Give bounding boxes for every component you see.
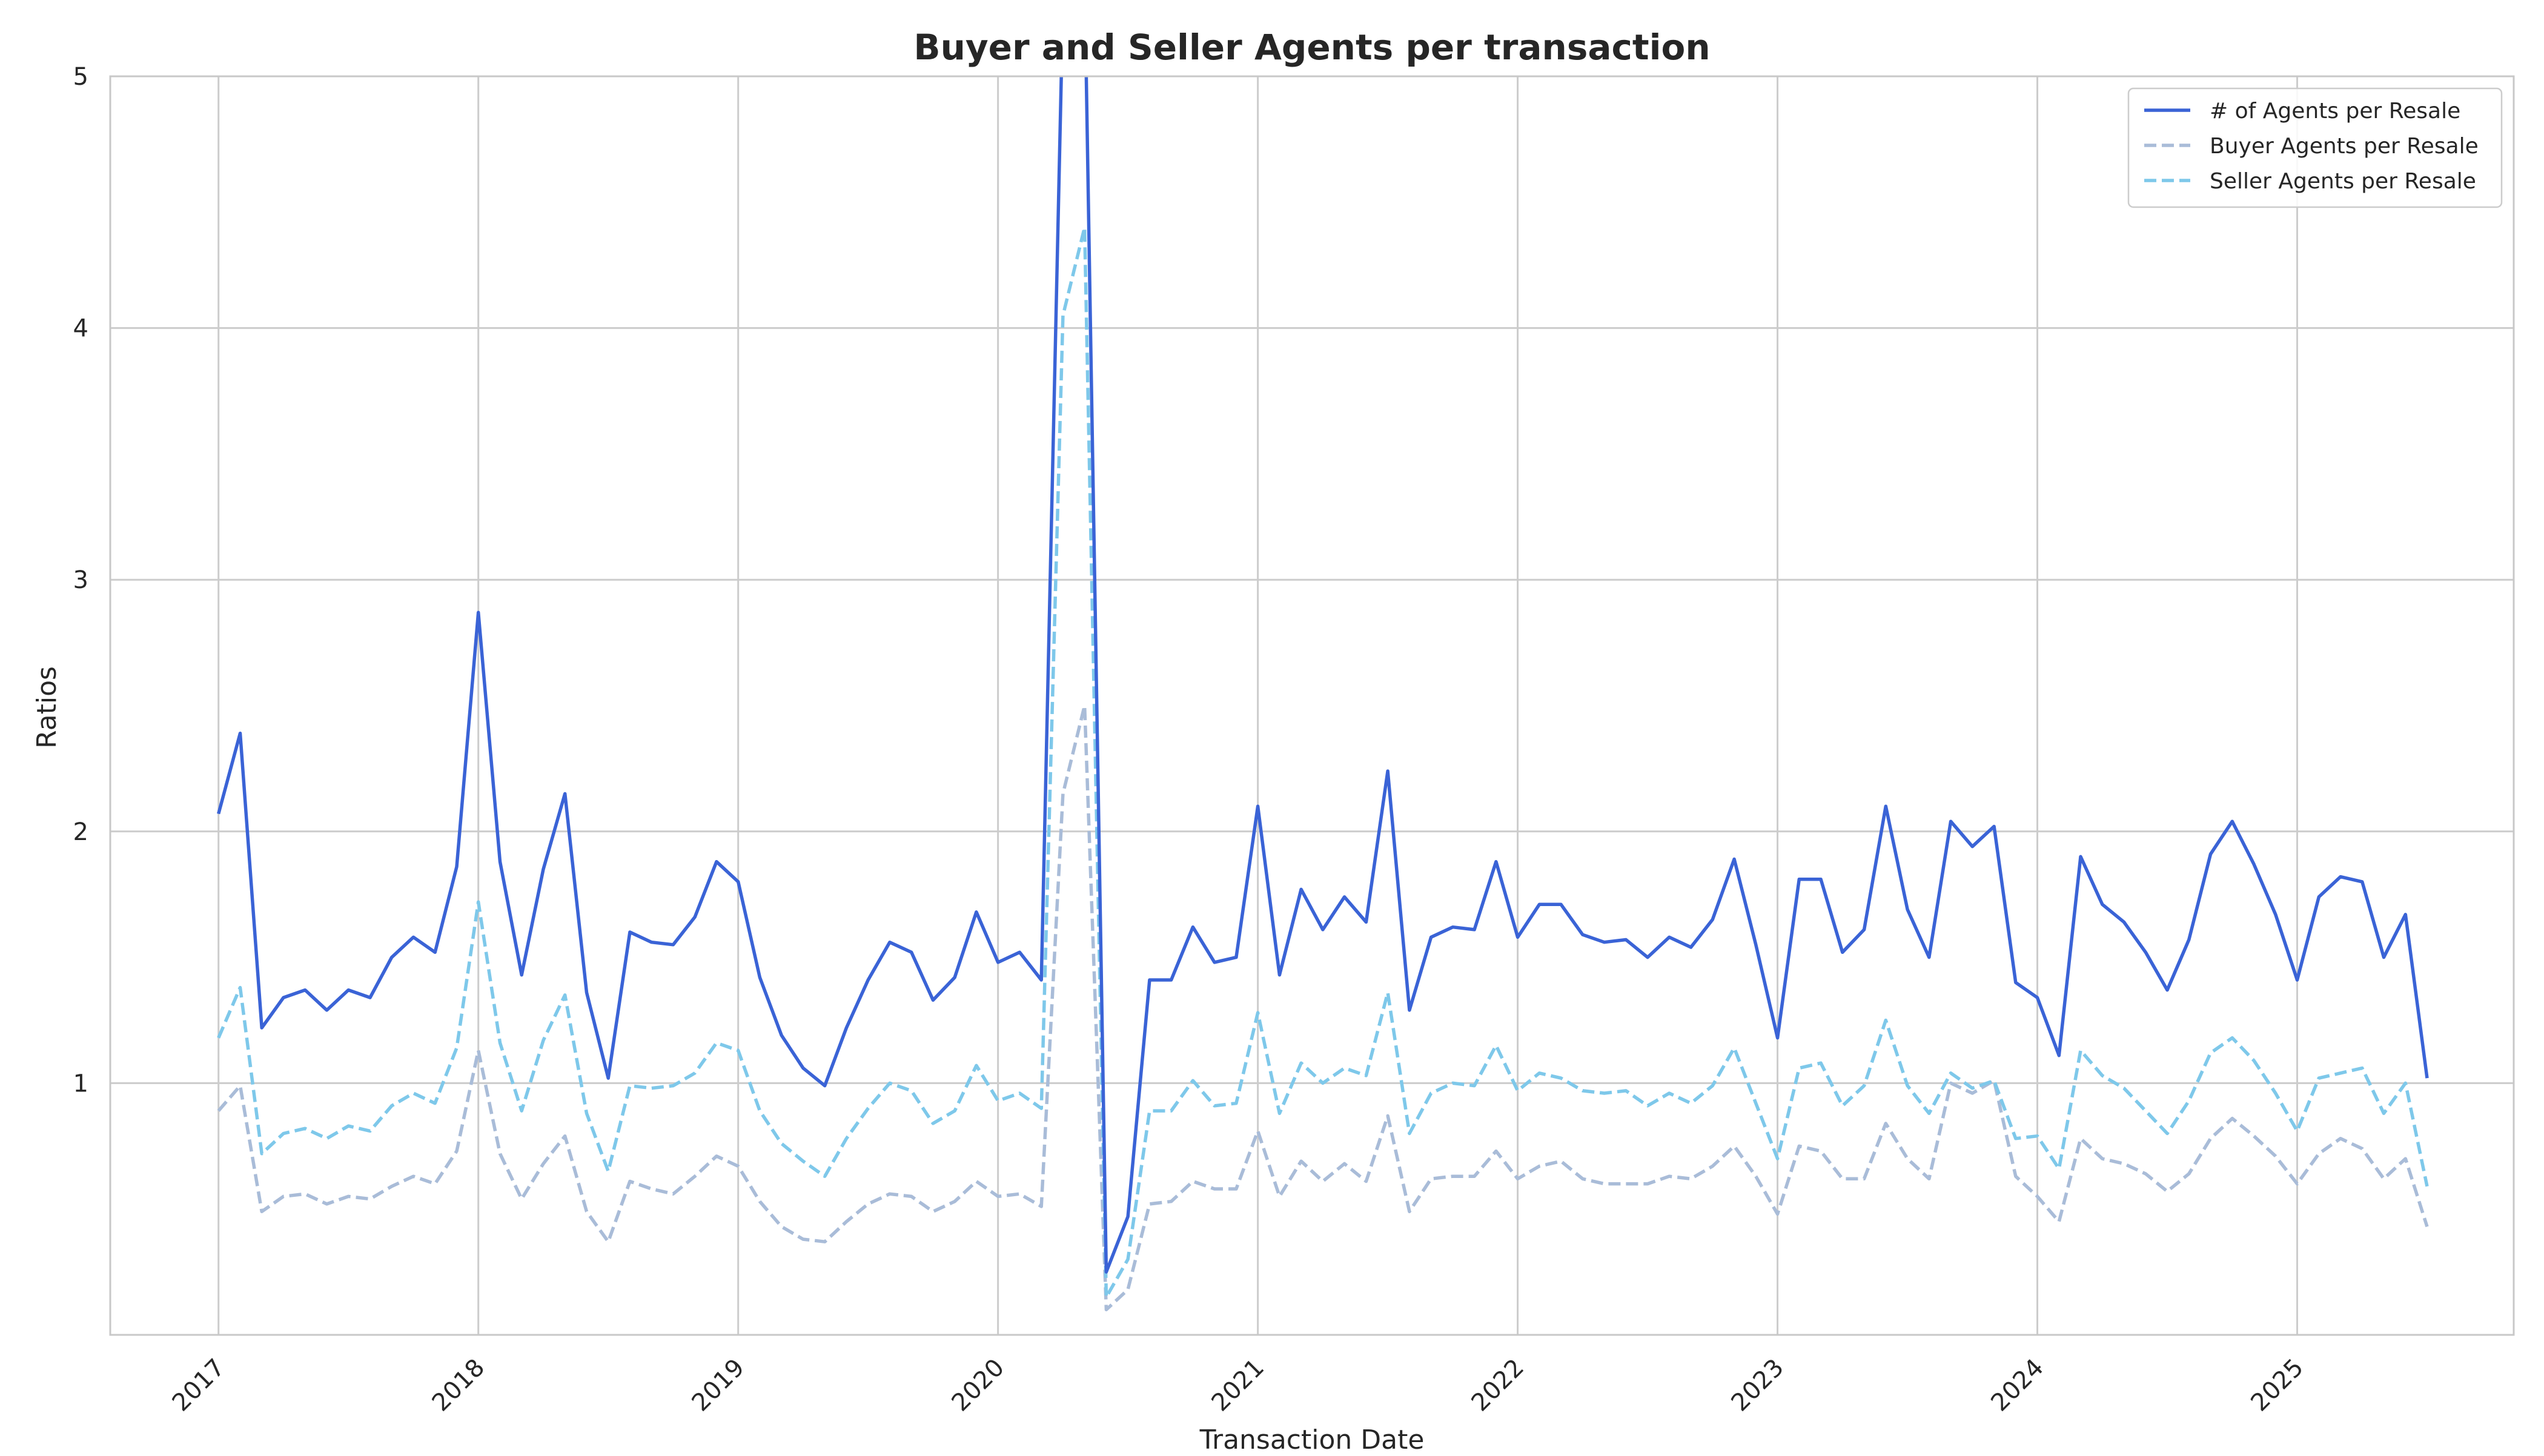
legend-label-0: # of Agents per Resale <box>2210 99 2460 124</box>
y-axis-label: Ratios <box>31 666 62 749</box>
series-line-0 <box>217 76 2429 1274</box>
y-tick-label: 1 <box>73 1070 88 1097</box>
legend: # of Agents per Resale Buyer Agents per R… <box>2127 87 2503 208</box>
chart-title: Buyer and Seller Agents per transaction <box>913 27 1710 68</box>
y-tick-label: 4 <box>73 315 88 343</box>
legend-label-2: Seller Agents per Resale <box>2210 169 2476 194</box>
series-line-2 <box>217 225 2429 1299</box>
series-lines <box>217 76 2429 1312</box>
series-line-1 <box>217 704 2429 1312</box>
legend-label-1: Buyer Agents per Resale <box>2210 134 2479 159</box>
legend-box <box>2127 87 2503 208</box>
y-tick-label: 5 <box>73 63 88 91</box>
x-axis-label: Transaction Date <box>1199 1425 1425 1454</box>
plot-frame <box>109 75 2515 1336</box>
y-tick-label: 2 <box>73 818 88 846</box>
y-tick-label: 3 <box>73 566 88 594</box>
